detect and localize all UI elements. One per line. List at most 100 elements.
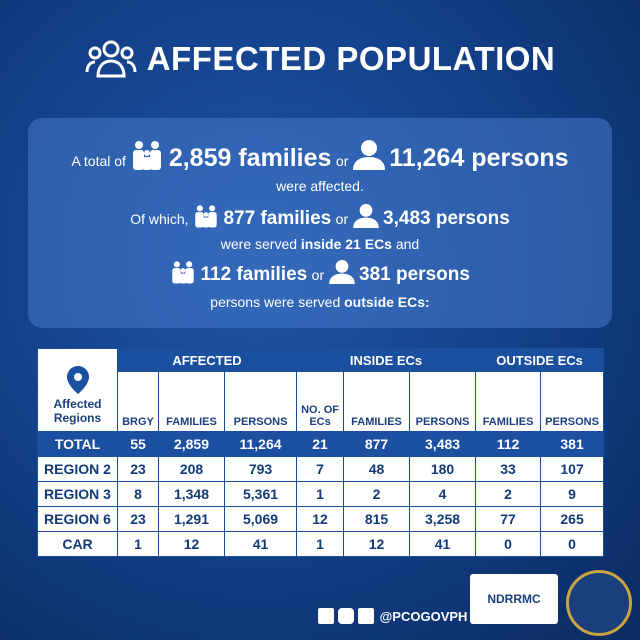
person-icon <box>328 260 355 284</box>
text: Of which, <box>130 211 189 227</box>
text: persons were served <box>210 294 341 310</box>
cell: 1,348 <box>158 481 225 507</box>
cell: REGION 3 <box>37 481 118 507</box>
cell: 9 <box>540 481 605 507</box>
column-label: BRGY <box>117 371 159 432</box>
cell: 265 <box>540 506 605 532</box>
cell: 208 <box>158 456 225 482</box>
summary-line: persons were served outside ECs: <box>28 294 612 310</box>
cell: 180 <box>409 456 477 482</box>
cell: 3,258 <box>409 506 477 532</box>
cell: 11,264 <box>223 431 298 457</box>
families: 877 families <box>223 208 332 229</box>
cell: 1 <box>296 531 345 557</box>
people-icon <box>85 40 137 78</box>
header-cell: Affected Regions <box>37 348 118 432</box>
group-header: AFFECTED <box>116 348 298 372</box>
text: inside 21 ECs <box>300 236 392 252</box>
summary-line: A total of 2,859 families or 11,264 pers… <box>28 140 612 173</box>
cell: 12 <box>158 531 225 557</box>
cell: 23 <box>117 506 159 532</box>
cell: 877 <box>343 431 411 457</box>
cell: 33 <box>475 456 542 482</box>
group-header: INSIDE ECs <box>296 348 477 372</box>
summary-line: were affected. <box>276 178 364 194</box>
cell: 2 <box>343 481 411 507</box>
data-table: Affected Regions AFFECTED INSIDE ECs OUT… <box>37 348 605 557</box>
summary-line: were served inside 21 ECs and <box>28 236 612 252</box>
cell: 2,859 <box>158 431 225 457</box>
pin-icon <box>66 366 89 394</box>
text: or <box>335 211 349 227</box>
cell: 12 <box>343 531 411 557</box>
column-label: FAMILIES <box>343 371 411 432</box>
cell: 3,483 <box>409 431 477 457</box>
data-row: REGION 6 23 1,291 5,069 12 815 3,258 77 265 <box>37 506 605 532</box>
cell: 1 <box>296 481 345 507</box>
cell: 8 <box>117 481 159 507</box>
cell: 112 <box>475 431 542 457</box>
cell: 41 <box>409 531 477 557</box>
seal <box>566 570 632 636</box>
persons: 3,483 persons <box>383 208 510 229</box>
cell: REGION 2 <box>37 456 118 482</box>
family-icon <box>133 141 162 170</box>
families: 2,859 families <box>168 144 332 172</box>
text: outside ECs: <box>344 294 430 310</box>
data-row: REGION 3 8 1,348 5,361 1 2 4 2 9 <box>37 481 605 507</box>
text: and <box>395 236 420 252</box>
cell: 2 <box>475 481 542 507</box>
cell: CAR <box>37 531 118 557</box>
cell: 7 <box>296 456 345 482</box>
column-label: FAMILIES <box>158 371 225 432</box>
person-icon <box>352 204 379 228</box>
cell: 55 <box>117 431 159 457</box>
cell: TOTAL <box>37 431 118 457</box>
persons: 381 persons <box>359 264 470 285</box>
social-icons <box>318 608 374 624</box>
column-label: NO. OF ECs <box>296 371 345 432</box>
summary-box: A total of 2,859 families or 11,264 pers… <box>28 118 612 328</box>
summary-line: 112 families or 381 persons <box>28 260 612 286</box>
column-label: Affected Regions <box>53 397 102 425</box>
cell: 815 <box>343 506 411 532</box>
column-label: PERSONS <box>540 371 605 432</box>
family-icon <box>172 261 194 284</box>
family-icon <box>195 205 217 228</box>
cell: 0 <box>475 531 542 557</box>
logo: NDRRMC <box>470 574 558 624</box>
group-header: OUTSIDE ECs <box>475 348 605 372</box>
cell: 1,291 <box>158 506 225 532</box>
logo-text: NDRRMC <box>487 592 541 606</box>
person-icon <box>352 140 385 170</box>
title-row: AFFECTED POPULATION <box>0 38 640 78</box>
group-row: Affected Regions AFFECTED INSIDE ECs OUT… <box>37 348 605 432</box>
column-label: FAMILIES <box>475 371 542 432</box>
summary-line: Of which, 877 families or 3,483 persons <box>28 204 612 230</box>
cell: 5,069 <box>223 506 298 532</box>
cell: 21 <box>296 431 345 457</box>
data-row: CAR 1 12 41 1 12 41 0 0 <box>37 531 605 557</box>
cell: 793 <box>223 456 298 482</box>
cell: 5,361 <box>223 481 298 507</box>
handle: @PCOGOVPH <box>379 609 468 624</box>
cell: 12 <box>296 506 345 532</box>
cell: 4 <box>409 481 477 507</box>
cell: 41 <box>223 531 298 557</box>
social-handle: @PCOGOVPH <box>318 608 467 624</box>
text: were served <box>220 236 298 252</box>
data-row: REGION 2 23 208 793 7 48 180 33 107 <box>37 456 605 482</box>
cell: 0 <box>540 531 605 557</box>
cell: 1 <box>117 531 159 557</box>
cell: 107 <box>540 456 605 482</box>
cell: 48 <box>343 456 411 482</box>
column-label: PERSONS <box>223 371 298 432</box>
title: AFFECTED POPULATION <box>146 40 556 77</box>
text: or <box>335 153 349 169</box>
cell: 23 <box>117 456 159 482</box>
text: or <box>311 267 325 283</box>
text: A total of <box>71 153 126 169</box>
label-row: BRGY FAMILIES PERSONS NO. OF ECs FAMILIES PER… <box>38 371 605 432</box>
table-body: TOTAL 55 2,859 11,264 21 877 3,483 112 381 REGION… <box>37 431 605 557</box>
